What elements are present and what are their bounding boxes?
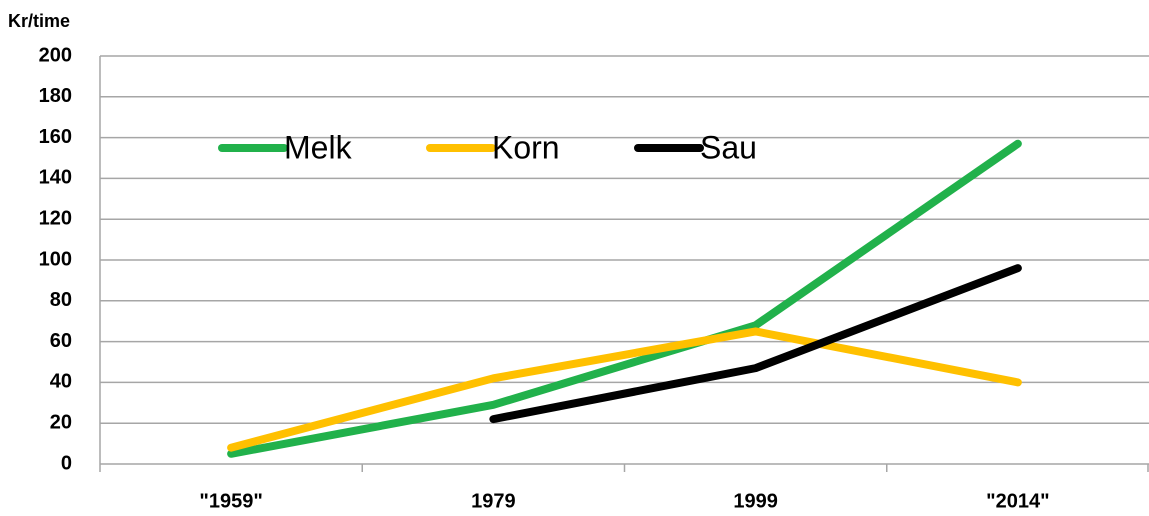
line-series	[489, 264, 1022, 424]
legend-label: Melk	[284, 129, 353, 165]
x-tick-label: 1999	[733, 490, 778, 512]
y-tick-label: 200	[39, 44, 72, 66]
y-tick-label: 0	[61, 452, 72, 474]
y-tick-label: 180	[39, 85, 72, 107]
y-tick-label: 40	[50, 371, 72, 393]
y-axis-label: Kr/time	[8, 11, 70, 31]
y-tick-label: 20	[50, 411, 72, 433]
y-tick-label: 160	[39, 126, 72, 148]
line-series	[227, 327, 1022, 452]
x-tick-label: 1979	[471, 490, 516, 512]
y-tick-label: 120	[39, 207, 72, 229]
y-tick-label: 80	[50, 289, 72, 311]
y-tick-label: 100	[39, 248, 72, 270]
x-tick-label: "2014"	[986, 490, 1049, 512]
legend-label: Sau	[700, 129, 757, 165]
line-series	[227, 139, 1022, 458]
x-tick-label: "1959"	[199, 490, 262, 512]
legend-label: Korn	[492, 129, 560, 165]
y-tick-label: 140	[39, 167, 72, 189]
y-tick-label: 60	[50, 330, 72, 352]
